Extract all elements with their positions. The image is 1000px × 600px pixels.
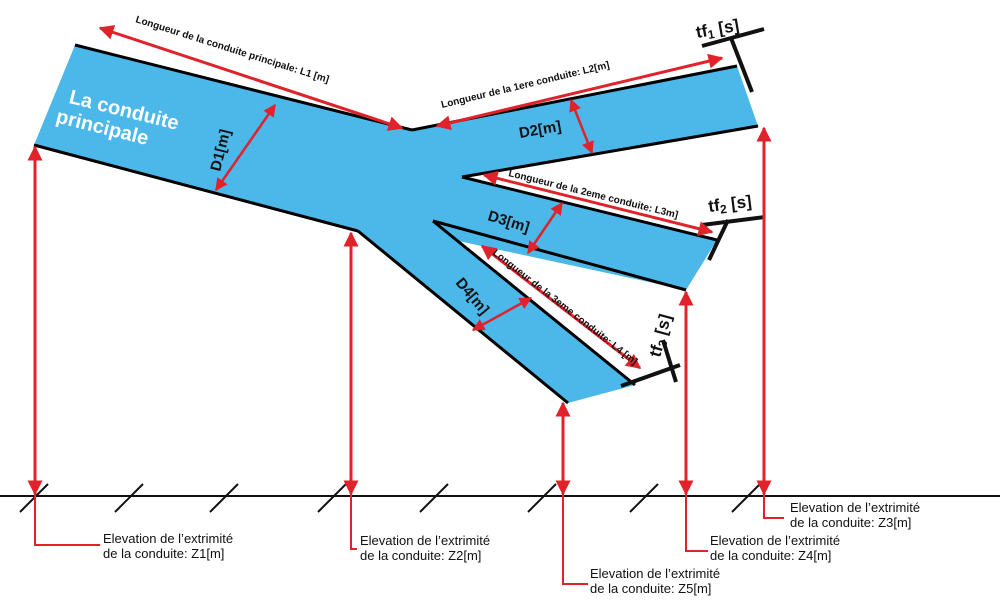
elevation-label-z2-line1: Elevation de l’extrimité <box>360 533 490 548</box>
leader-z1 <box>34 494 100 546</box>
elevation-label-z5: Elevation de l’extrimité de la conduite:… <box>590 566 720 596</box>
elevation-label-z4-line2: de la conduite: Z4[m] <box>710 548 831 563</box>
branch3-bottom-edge <box>357 229 569 405</box>
elevation-label-z2-line2: de la conduite: Z2[m] <box>360 548 481 563</box>
ground-hatch <box>19 483 761 513</box>
elevation-label-z3: Elevation de l’extrimité de la conduite:… <box>790 500 920 530</box>
closure-time-tf1: tf1 [s] <box>694 16 741 44</box>
branch-pipe-1 <box>412 66 758 177</box>
main-pipe-label: La conduite principale <box>54 86 181 150</box>
elevation-label-z5-line1: Elevation de l’extrimité <box>590 566 720 581</box>
valve-3-symbol <box>620 339 681 388</box>
closure-time-tf2: tf2 [s] <box>707 192 753 218</box>
main-pipe-bottom-edge <box>33 143 359 233</box>
elevation-label-z1-line1: Elevation de l’extrimité <box>103 531 233 546</box>
elevation-label-z4: Elevation de l’extrimité de la conduite:… <box>710 533 840 563</box>
closure-time-tf3: tf3 [s] <box>646 312 678 359</box>
length-arrow-l1 <box>98 25 404 131</box>
elevation-label-z3-line2: de la conduite: Z3[m] <box>790 515 911 530</box>
elevation-label-z3-line1: Elevation de l’extrimité <box>790 500 920 515</box>
diameter-arrow-d4 <box>471 296 533 332</box>
elevation-label-z4-line1: Elevation de l’extrimité <box>710 533 840 548</box>
diameter-arrow-d1 <box>214 103 277 192</box>
branch1-bottom-edge <box>461 124 759 179</box>
valve-symbols <box>620 27 766 388</box>
diameter-arrows <box>214 98 594 332</box>
valve-1-symbol <box>701 27 765 93</box>
elevation-label-z5-line2: de la conduite: Z5[m] <box>590 581 711 596</box>
leader-z4 <box>685 494 708 552</box>
diameter-arrow-d3 <box>526 201 564 255</box>
elevation-leaders <box>34 494 784 585</box>
ground-reference <box>0 483 1000 513</box>
elevation-label-z1-line2: de la conduite: Z1[m] <box>103 546 224 561</box>
elevation-label-z1: Elevation de l’extrimité de la conduite:… <box>103 531 233 561</box>
leader-z3 <box>763 494 784 519</box>
length-arrow-l2 <box>435 53 724 131</box>
length-arrows <box>98 25 724 370</box>
leader-z5 <box>562 494 588 585</box>
length-arrow-l4 <box>480 244 642 370</box>
diameter-arrow-d2 <box>569 98 594 155</box>
elevation-label-z2: Elevation de l’extrimité de la conduite:… <box>360 533 490 563</box>
length-arrow-l3 <box>482 170 714 237</box>
leader-z2 <box>350 494 357 550</box>
elevation-arrows <box>27 126 772 496</box>
